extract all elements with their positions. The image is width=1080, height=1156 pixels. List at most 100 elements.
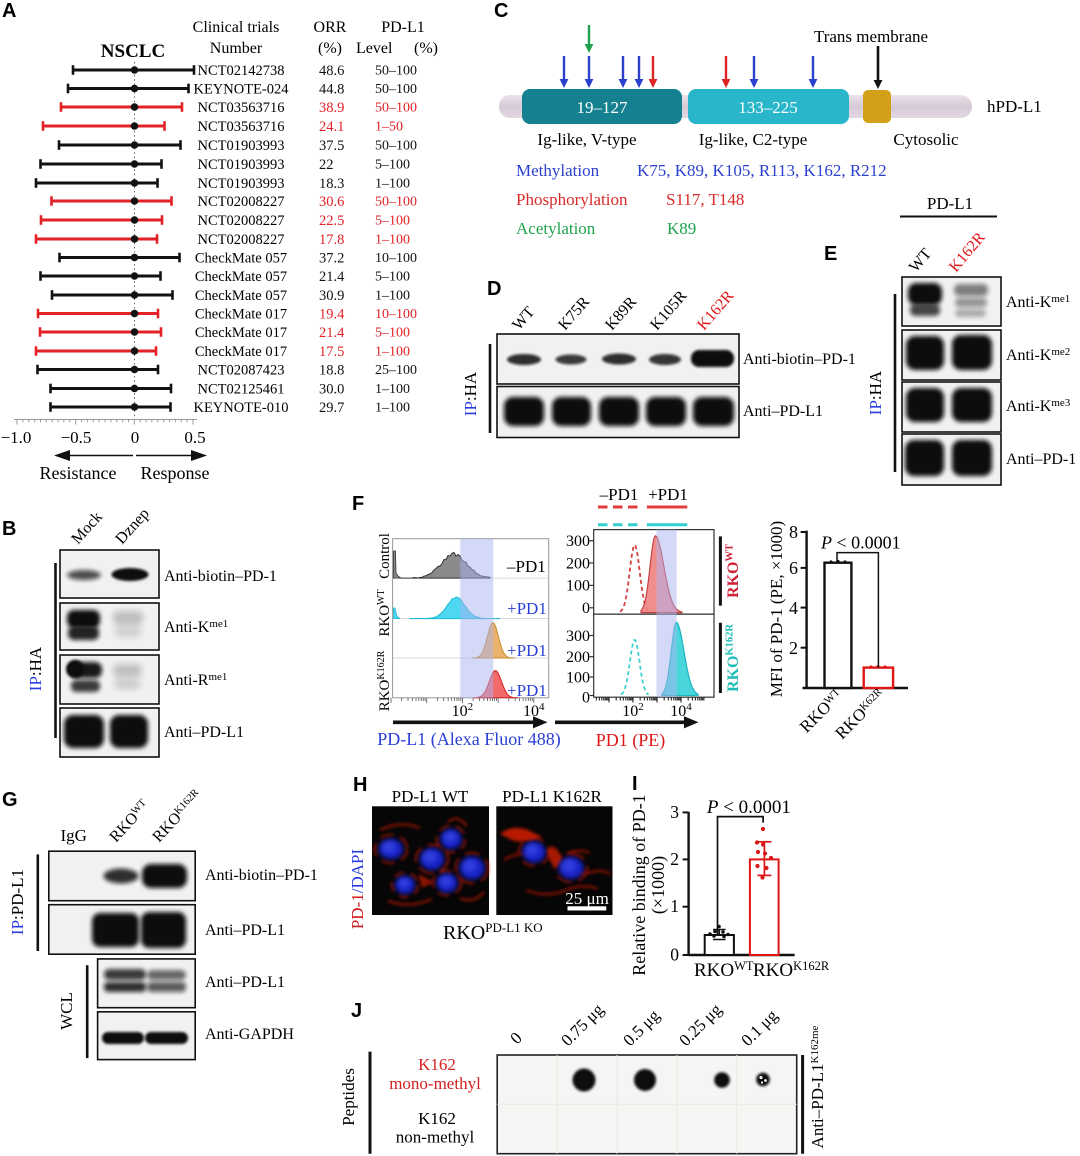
svg-text:mono-methyl: mono-methyl xyxy=(389,1074,481,1093)
svg-text:50–100: 50–100 xyxy=(375,195,417,210)
svg-text:37.5: 37.5 xyxy=(319,138,344,154)
svg-text:50–100: 50–100 xyxy=(375,64,417,79)
svg-text:21.4: 21.4 xyxy=(319,269,345,285)
svg-text:−0.5: −0.5 xyxy=(61,428,92,447)
svg-text:22.5: 22.5 xyxy=(319,213,344,229)
svg-text:C: C xyxy=(494,0,508,22)
svg-text:CheckMate 057: CheckMate 057 xyxy=(195,288,287,304)
svg-text:S117, T148: S117, T148 xyxy=(666,190,744,209)
svg-text:RKOK162R: RKOK162R xyxy=(725,624,743,692)
svg-text:Anti–PD-1: Anti–PD-1 xyxy=(1006,451,1076,468)
svg-text:K75R: K75R xyxy=(555,293,593,333)
svg-text:3: 3 xyxy=(670,802,679,822)
svg-text:300: 300 xyxy=(566,533,590,550)
svg-text:IP:PD-L1: IP:PD-L1 xyxy=(8,869,27,935)
svg-text:PD-L1: PD-L1 xyxy=(927,194,973,213)
svg-text:0: 0 xyxy=(131,428,140,447)
svg-text:1–100: 1–100 xyxy=(375,233,410,248)
svg-text:+PD1: +PD1 xyxy=(507,681,547,700)
svg-text:(×1000): (×1000) xyxy=(648,856,669,914)
svg-text:Peptides: Peptides xyxy=(339,1068,358,1126)
svg-text:Anti-biotin–PD-1: Anti-biotin–PD-1 xyxy=(164,568,277,585)
svg-text:200: 200 xyxy=(566,555,590,572)
svg-text:PD1 (PE): PD1 (PE) xyxy=(596,730,666,751)
svg-text:I: I xyxy=(632,773,638,795)
svg-text:6: 6 xyxy=(789,558,798,578)
svg-text:NCT01903993: NCT01903993 xyxy=(198,138,285,154)
svg-text:Anti–PD-L1: Anti–PD-L1 xyxy=(205,922,285,939)
svg-text:RKOWT: RKOWT xyxy=(694,959,754,981)
svg-text:5–100: 5–100 xyxy=(375,214,410,229)
svg-text:PD-L1 (Alexa Fluor 488): PD-L1 (Alexa Fluor 488) xyxy=(377,729,560,750)
svg-text:K162R: K162R xyxy=(946,229,989,276)
svg-text:Cytosolic: Cytosolic xyxy=(893,130,959,149)
svg-text:RKOWT: RKOWT xyxy=(106,797,153,846)
svg-text:25–100: 25–100 xyxy=(375,363,417,378)
svg-text:NCT02087423: NCT02087423 xyxy=(198,363,285,379)
svg-text:NCT02125461: NCT02125461 xyxy=(198,382,285,398)
svg-text:Relative binding of PD-1: Relative binding of PD-1 xyxy=(629,794,649,975)
svg-text:0: 0 xyxy=(670,945,679,965)
svg-text:B: B xyxy=(2,518,16,540)
svg-text:5–100: 5–100 xyxy=(375,158,410,173)
svg-text:K75, K89, K105, R113, K162, R2: K75, K89, K105, R113, K162, R212 xyxy=(637,161,887,180)
svg-text:Anti–PD-L1: Anti–PD-L1 xyxy=(164,724,244,741)
svg-text:RKOWT: RKOWT xyxy=(725,544,743,598)
svg-text:2: 2 xyxy=(670,849,679,869)
svg-text:100: 100 xyxy=(566,669,590,686)
svg-text:0.1 μg: 0.1 μg xyxy=(737,1006,781,1050)
svg-text:Acetylation: Acetylation xyxy=(516,219,596,238)
svg-text:102: 102 xyxy=(622,701,644,720)
svg-text:K105R: K105R xyxy=(647,287,690,333)
svg-text:100: 100 xyxy=(566,578,590,595)
svg-text:300: 300 xyxy=(566,628,590,645)
svg-text:NCT02008227: NCT02008227 xyxy=(198,213,285,229)
svg-text:A: A xyxy=(2,0,16,22)
svg-text:NSCLC: NSCLC xyxy=(101,41,165,62)
svg-text:Anti–PD-L1: Anti–PD-L1 xyxy=(205,974,285,991)
svg-text:K89: K89 xyxy=(667,219,696,238)
svg-text:NCT02008227: NCT02008227 xyxy=(198,232,285,248)
svg-text:Anti-GAPDH: Anti-GAPDH xyxy=(205,1026,294,1043)
svg-text:17.5: 17.5 xyxy=(319,344,344,360)
svg-text:29.7: 29.7 xyxy=(319,400,344,416)
svg-text:50–100: 50–100 xyxy=(375,139,417,154)
svg-text:KEYNOTE-010: KEYNOTE-010 xyxy=(193,400,288,416)
svg-text:Ig-like, V-type: Ig-like, V-type xyxy=(537,130,636,149)
svg-text:1–100: 1–100 xyxy=(375,289,410,304)
svg-text:Anti-Kme2: Anti-Kme2 xyxy=(1006,346,1070,364)
svg-text:0.5: 0.5 xyxy=(184,428,205,447)
svg-text:Phosphorylation: Phosphorylation xyxy=(516,190,628,209)
svg-text:17.8: 17.8 xyxy=(319,232,344,248)
svg-text:NCT02142738: NCT02142738 xyxy=(198,63,285,79)
svg-text:0.5 μg: 0.5 μg xyxy=(619,1006,663,1050)
svg-text:K89R: K89R xyxy=(602,293,640,333)
svg-text:WT: WT xyxy=(906,245,935,275)
svg-text:102: 102 xyxy=(452,701,473,720)
svg-text:NCT01903993: NCT01903993 xyxy=(198,157,285,173)
svg-text:Anti-Kme1: Anti-Kme1 xyxy=(164,618,228,636)
svg-text:37.2: 37.2 xyxy=(319,251,344,267)
svg-text:−1.0: −1.0 xyxy=(1,428,32,447)
svg-text:Clinical trials: Clinical trials xyxy=(193,19,280,36)
svg-text:0: 0 xyxy=(582,690,590,707)
svg-text:5–100: 5–100 xyxy=(375,326,410,341)
svg-text:22: 22 xyxy=(319,157,334,173)
svg-text:18.8: 18.8 xyxy=(319,363,344,379)
svg-text:Control: Control xyxy=(377,533,393,579)
svg-text:PD-1/DAPI: PD-1/DAPI xyxy=(348,849,367,930)
svg-text:KEYNOTE-024: KEYNOTE-024 xyxy=(193,82,289,98)
svg-text:PD-L1 WT: PD-L1 WT xyxy=(392,787,469,806)
svg-text:E: E xyxy=(824,243,837,265)
svg-text:48.6: 48.6 xyxy=(319,63,344,79)
svg-text:F: F xyxy=(352,493,364,515)
svg-text:Anti-biotin–PD-1: Anti-biotin–PD-1 xyxy=(743,351,856,368)
svg-text:H: H xyxy=(353,774,367,796)
svg-text:IP:HA: IP:HA xyxy=(461,371,480,416)
svg-text:Anti-Kme1: Anti-Kme1 xyxy=(1006,293,1070,311)
svg-text:CheckMate 017: CheckMate 017 xyxy=(195,325,287,341)
svg-text:0: 0 xyxy=(506,1028,525,1047)
svg-text:Ig-like, C2-type: Ig-like, C2-type xyxy=(699,130,808,149)
svg-text:RKOK162R: RKOK162R xyxy=(376,650,393,711)
svg-text:104: 104 xyxy=(670,701,692,720)
